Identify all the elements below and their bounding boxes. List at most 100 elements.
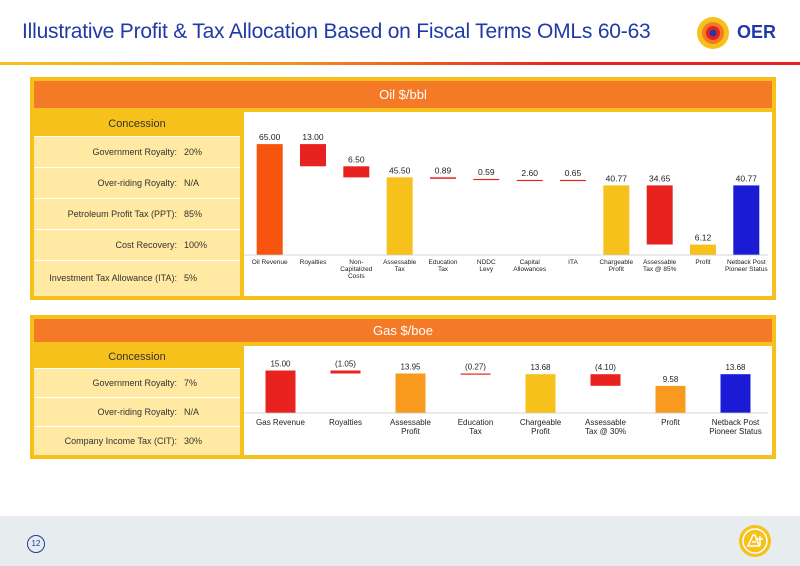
chart-bar xyxy=(646,185,673,245)
data-label: 13.00 xyxy=(302,132,324,142)
gas-concession-header: Concession xyxy=(34,346,240,368)
chart-bar xyxy=(603,185,630,255)
category-label: Pioneer Status xyxy=(709,427,761,436)
category-label: ITA xyxy=(568,259,578,266)
row-value: 5% xyxy=(184,273,198,283)
chart-bar xyxy=(395,373,426,413)
category-label: Capital xyxy=(520,259,541,266)
category-label: Netback Post xyxy=(727,259,766,266)
data-label: 13.68 xyxy=(725,363,746,372)
category-label: Gas Revenue xyxy=(256,418,305,427)
table-row: Over-riding Royalty: N/A xyxy=(34,397,240,427)
data-label: 40.77 xyxy=(606,173,628,183)
category-label: Allowances xyxy=(513,266,547,273)
row-label: Cost Recovery: xyxy=(115,240,177,250)
header-divider xyxy=(0,62,800,65)
gas-waterfall-chart: 15.00 Gas Revenue (1.05) Royalties 13.95 Asse… xyxy=(244,360,768,436)
data-label: 40.77 xyxy=(736,173,758,183)
chart-bar xyxy=(386,177,413,255)
table-row: Company Income Tax (CIT): 30% xyxy=(34,426,240,456)
row-value: N/A xyxy=(184,178,200,188)
data-label: (4.10) xyxy=(595,363,616,372)
category-label: NDDC xyxy=(477,259,496,266)
chart-bar xyxy=(516,179,543,182)
table-row: Petroleum Profit Tax (PPT): 85% xyxy=(34,198,240,230)
category-label: Tax xyxy=(395,266,406,273)
category-label: Education xyxy=(458,418,494,427)
chart-bar xyxy=(265,370,296,413)
chart-bar xyxy=(343,166,370,178)
chart-bar xyxy=(733,185,760,255)
data-label: 34.65 xyxy=(649,173,671,183)
category-label: Assessable xyxy=(383,259,417,266)
row-label: Petroleum Profit Tax (PPT): xyxy=(67,209,177,219)
category-label: Profit xyxy=(695,259,710,266)
table-row: Cost Recovery: 100% xyxy=(34,229,240,261)
gas-panel-heading: Gas $/boe xyxy=(34,319,772,342)
chart-bar xyxy=(690,244,716,255)
chart-bar xyxy=(590,374,621,386)
category-label: Profit xyxy=(531,427,550,436)
chart-bar xyxy=(430,177,456,179)
data-label: 13.68 xyxy=(530,363,551,372)
oil-concession-header: Concession xyxy=(34,112,240,136)
data-label: 0.89 xyxy=(435,165,452,175)
data-label: 6.12 xyxy=(695,233,712,243)
chart-bar xyxy=(473,178,500,181)
row-value: 30% xyxy=(184,436,203,446)
row-label: Government Royalty: xyxy=(92,147,177,157)
row-label: Over-riding Royalty: xyxy=(97,178,177,188)
data-label: 2.60 xyxy=(521,168,538,178)
table-row: Government Royalty: 20% xyxy=(34,136,240,168)
page-number: 12 xyxy=(27,535,45,553)
chart-bar xyxy=(300,144,326,167)
category-label: Chargeable xyxy=(520,418,562,427)
chart-bar xyxy=(525,374,556,413)
category-label: Profit xyxy=(609,266,624,273)
category-label: Tax xyxy=(438,266,449,273)
data-label: (1.05) xyxy=(335,360,356,369)
oil-chart-area: 65.00 Oil Revenue 13.00 Royalties 6.50 Non- Ca… xyxy=(244,112,772,296)
row-value: 100% xyxy=(184,240,208,250)
data-label: 15.00 xyxy=(270,360,291,369)
oil-panel-heading: Oil $/bbl xyxy=(34,81,772,108)
row-label: Investment Tax Allowance (ITA): xyxy=(49,273,177,283)
category-label: Non- xyxy=(349,259,363,266)
row-value: 7% xyxy=(184,378,198,388)
category-label: Education xyxy=(429,259,458,266)
category-label: Profit xyxy=(401,427,420,436)
gas-concession-table: Concession Government Royalty: 7% Over-r… xyxy=(34,346,240,455)
category-label: Capitalized xyxy=(340,266,373,273)
row-label: Over-riding Royalty: xyxy=(97,407,177,417)
category-label: Royalties xyxy=(329,418,362,427)
data-label: 9.58 xyxy=(663,375,679,384)
category-label: Levy xyxy=(479,266,493,273)
row-value: N/A xyxy=(184,407,200,417)
table-row: Government Royalty: 7% xyxy=(34,368,240,398)
footer xyxy=(0,516,800,566)
chart-bar xyxy=(330,370,361,374)
category-label: Profit xyxy=(661,418,680,427)
footer-logo-icon xyxy=(739,525,771,557)
chart-bar xyxy=(720,374,751,413)
data-label: 6.50 xyxy=(348,154,365,164)
table-row: Over-riding Royalty: N/A xyxy=(34,167,240,199)
data-label: 45.50 xyxy=(389,165,411,175)
logo-text: OER xyxy=(737,22,777,42)
row-value: 85% xyxy=(184,209,203,219)
category-label: Royalties xyxy=(300,259,327,266)
gas-chart-area: 15.00 Gas Revenue (1.05) Royalties 13.95 Asse… xyxy=(244,346,772,455)
category-label: Pioneer Status xyxy=(725,266,768,273)
chart-bar xyxy=(256,144,283,255)
data-label: 0.59 xyxy=(478,167,495,177)
oil-panel: Oil $/bbl Concession Government Royalty:… xyxy=(30,77,776,300)
chart-bar xyxy=(560,179,586,182)
data-label: (0.27) xyxy=(465,363,486,372)
row-value: 20% xyxy=(184,147,203,157)
category-label: Tax xyxy=(469,427,481,436)
category-label: Netback Post xyxy=(712,418,760,427)
category-label: Assessable xyxy=(585,418,626,427)
row-label: Company Income Tax (CIT): xyxy=(64,436,177,446)
category-label: Oil Revenue xyxy=(252,259,288,266)
